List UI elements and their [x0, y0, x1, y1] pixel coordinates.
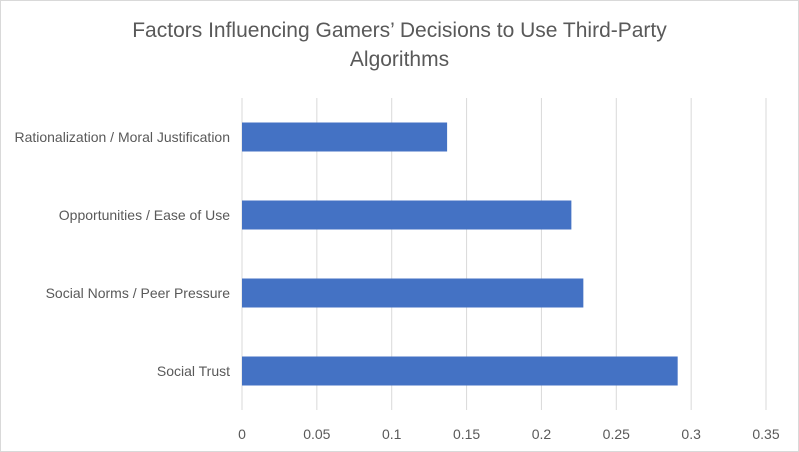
x-tick-labels: 0 0.05 0.1 0.15 0.2 0.25 0.3 0.35	[238, 426, 780, 442]
category-label: Opportunities / Ease of Use	[59, 207, 230, 223]
x-tick-label: 0.35	[752, 426, 779, 442]
bar	[242, 356, 678, 386]
x-tick-label: 0.15	[453, 426, 480, 442]
bar	[242, 122, 448, 152]
x-tick-label: 0.05	[303, 426, 330, 442]
x-tick-label: 0.1	[382, 426, 402, 442]
category-label: Social Norms / Peer Pressure	[46, 285, 231, 301]
chart-title: Factors Influencing Gamers’ Decisions to…	[132, 19, 667, 71]
category-label: Social Trust	[157, 363, 230, 379]
x-tick-label: 0	[238, 426, 246, 442]
bars	[242, 122, 678, 386]
category-labels: Rationalization / Moral Justification Opp…	[14, 129, 230, 379]
bar	[242, 200, 572, 230]
bar	[242, 278, 584, 308]
category-label: Rationalization / Moral Justification	[14, 129, 230, 145]
x-tick-label: 0.3	[681, 426, 701, 442]
x-tick-label: 0.25	[603, 426, 630, 442]
x-tick-label: 0.2	[532, 426, 552, 442]
